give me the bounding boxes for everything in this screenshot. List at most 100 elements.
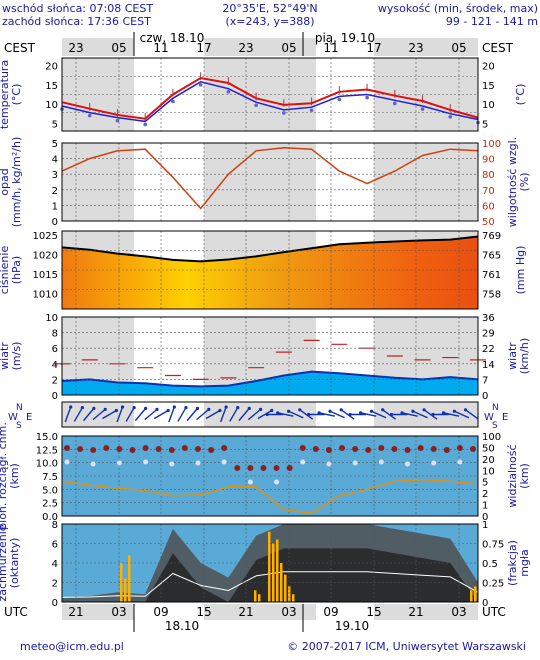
wind-tick: 8 bbox=[52, 329, 58, 340]
top-hour-label: 11 bbox=[153, 41, 168, 55]
top-night-0 bbox=[62, 38, 134, 56]
dewpoint-point bbox=[115, 118, 120, 123]
wind-direction-arrow bbox=[64, 406, 72, 423]
cloud-tick: 8 bbox=[52, 520, 58, 531]
cloudbase-axis-label: pion. rozciągł. chm.(km) bbox=[0, 422, 21, 530]
wind-direction-arrow bbox=[360, 412, 377, 417]
cloudbase-tick: 10.0 bbox=[36, 459, 58, 470]
dewpoint-point bbox=[254, 103, 258, 108]
wind-direction-arrowhead bbox=[286, 409, 291, 413]
bottom-night-0 bbox=[62, 604, 134, 620]
cloud-tick: 4 bbox=[52, 559, 58, 570]
humidity-axis-label: wilgotność wzgl.(%) bbox=[506, 137, 531, 227]
humidity-rtick: 70 bbox=[482, 186, 495, 197]
precip-tick: 2 bbox=[52, 186, 58, 197]
fog-bar bbox=[120, 563, 123, 602]
fog-bar bbox=[284, 574, 287, 602]
wind-direction-arrow bbox=[382, 409, 397, 420]
wind-tick: 10 bbox=[45, 313, 58, 324]
wind-direction-arrowhead bbox=[247, 406, 251, 410]
wind-direction-arrow bbox=[229, 407, 239, 422]
wind-direction-arrowhead bbox=[69, 405, 73, 409]
dewpoint-point bbox=[393, 101, 397, 106]
fog-bar bbox=[272, 543, 275, 602]
panel-border-precip_humidity bbox=[61, 142, 479, 222]
temp-tick: 10 bbox=[45, 100, 58, 111]
sun-info: wschód słońca: 07:08 CEST zachód słońca:… bbox=[2, 2, 153, 28]
compass-e: E bbox=[502, 412, 508, 423]
wind-rtick: 7 bbox=[482, 375, 488, 386]
cloudbase-tick: 0.0 bbox=[42, 512, 58, 523]
wind-direction-arrow bbox=[196, 408, 210, 421]
cloud-layer-high bbox=[129, 447, 136, 453]
pressure-tick: 1025 bbox=[33, 231, 58, 242]
pressure-tick: 1015 bbox=[33, 270, 58, 281]
wind-direction-arrow bbox=[116, 406, 124, 423]
pressure-rtick: 769 bbox=[482, 231, 501, 242]
visibility-rtick: 10 bbox=[482, 466, 495, 477]
cloud-layer-low bbox=[431, 460, 437, 466]
cloud-layer-high bbox=[352, 446, 359, 452]
visibility-axis-label: widzialność(km) bbox=[506, 444, 531, 507]
pressure-tick: 1020 bbox=[33, 250, 58, 261]
top-day1-label: czw, 18.10 bbox=[140, 31, 205, 45]
top-hour-label: 05 bbox=[451, 41, 466, 55]
cloud-layer-high bbox=[378, 445, 385, 451]
cloud-layer-high bbox=[181, 445, 188, 451]
visibility-rtick: 100 bbox=[482, 432, 501, 443]
wind-direction-arrowhead bbox=[298, 408, 302, 412]
pressure-rtick: 758 bbox=[482, 289, 501, 300]
visibility-line bbox=[61, 478, 479, 515]
fog-bar bbox=[276, 539, 279, 602]
wind-direction-arrowhead bbox=[328, 409, 332, 413]
cloud-layer-high bbox=[116, 446, 123, 452]
cloud-layer-high bbox=[168, 447, 175, 453]
cloud-layer-low bbox=[378, 459, 384, 465]
compass-w: W bbox=[8, 412, 18, 423]
wind-direction-arrowhead bbox=[236, 405, 240, 410]
pressure-rtick: 761 bbox=[482, 270, 501, 281]
wind-direction-arrow bbox=[288, 410, 304, 419]
temp-tick: 20 bbox=[45, 62, 58, 73]
cloud-layer-high bbox=[90, 447, 97, 453]
dewpoint-point bbox=[448, 114, 453, 119]
wind-direction-arrow bbox=[412, 410, 428, 419]
cloud-layer-low bbox=[116, 460, 122, 466]
wind-rtick: 36 bbox=[482, 313, 495, 324]
wind-direction-arrowhead bbox=[381, 408, 385, 412]
bottom-hour-label: 21 bbox=[68, 605, 83, 619]
top-tz-right: CEST bbox=[482, 41, 514, 55]
wind-axis-label: wiatr(m/s) bbox=[0, 342, 23, 371]
visibility-rtick: 50 bbox=[482, 443, 495, 454]
night-band-precip_humidity-2 bbox=[374, 143, 478, 221]
visibility-rtick: 2 bbox=[482, 489, 488, 500]
sunset-text: zachód słońca: 17:36 CEST bbox=[2, 15, 151, 28]
top-hour-label: 17 bbox=[196, 41, 211, 55]
top-hour-label: 11 bbox=[323, 41, 338, 55]
cloud-layer-low bbox=[64, 459, 70, 465]
wind-direction-arrow bbox=[277, 412, 294, 417]
wind-direction-arrowhead bbox=[144, 406, 148, 410]
temp-rtick: 5 bbox=[482, 119, 488, 130]
top-night-2 bbox=[374, 38, 478, 56]
fog-bar bbox=[470, 590, 473, 602]
temp-rtick: 20 bbox=[482, 62, 495, 73]
cloud-tick: 2 bbox=[52, 579, 58, 590]
wind-direction-arrowhead bbox=[103, 407, 107, 411]
cloud-layer-high bbox=[260, 465, 267, 471]
bottom-hour-label: 03 bbox=[111, 605, 126, 619]
bottom-hour-label: 03 bbox=[451, 605, 466, 619]
cloud-layer-high bbox=[208, 447, 215, 453]
footer-email[interactable]: meteo@icm.edu.pl bbox=[20, 640, 124, 653]
cloud-layer-high bbox=[417, 445, 424, 451]
wind-direction-arrow bbox=[153, 409, 169, 420]
cloudbase-tick: 15.0 bbox=[36, 432, 58, 443]
wind-direction-arrow bbox=[102, 409, 117, 420]
cloud-layer-low bbox=[326, 461, 332, 467]
panel-border-cloudbase_visibility bbox=[61, 435, 479, 517]
top-hour-label: 23 bbox=[68, 41, 83, 55]
fog-bar bbox=[124, 578, 127, 602]
dewpoint-point bbox=[171, 99, 175, 104]
compass-n: N bbox=[492, 403, 499, 413]
bottom-night-1 bbox=[204, 604, 316, 620]
